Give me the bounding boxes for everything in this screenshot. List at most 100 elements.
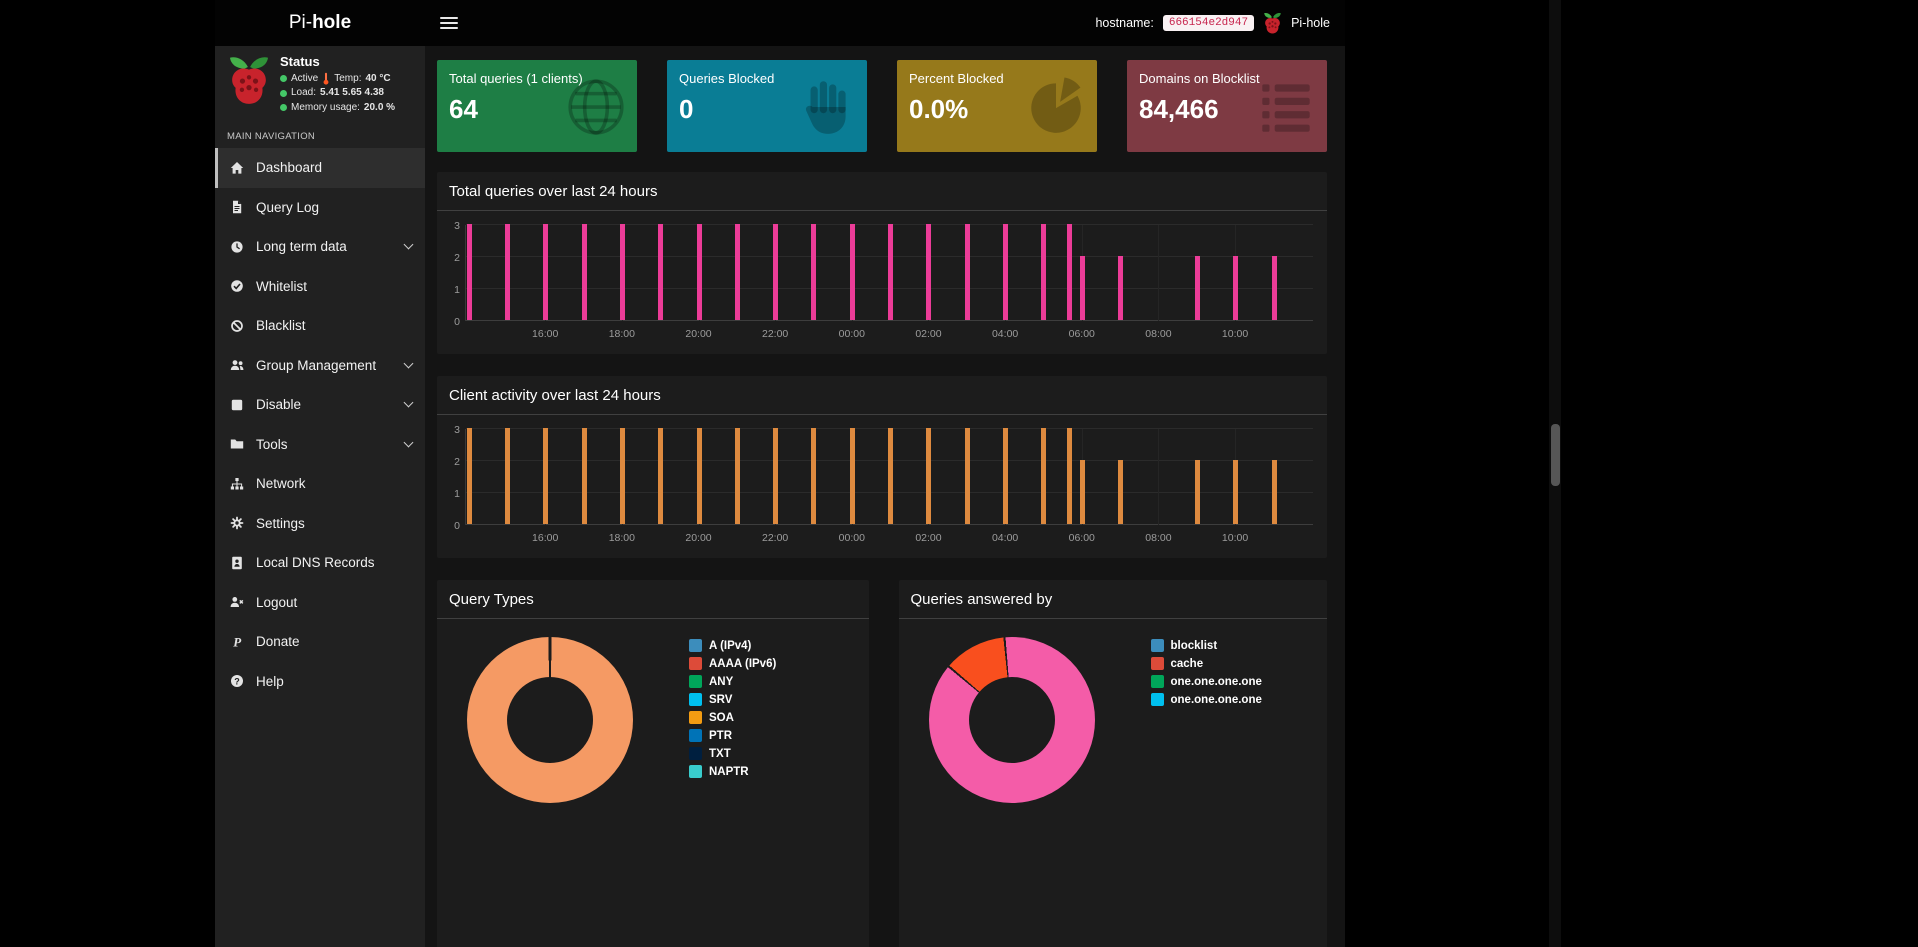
sidebar-item-label: Tools xyxy=(256,437,288,452)
users-icon xyxy=(229,358,245,372)
sidebar-toggle-icon[interactable] xyxy=(440,17,458,29)
chevron-down-icon xyxy=(404,358,414,368)
chart-bar xyxy=(735,224,740,320)
gears-icon xyxy=(229,516,245,530)
folder-icon xyxy=(229,437,245,451)
sidebar-menu: DashboardQuery LogLong term data Whitelis… xyxy=(215,148,425,701)
brand-prefix: Pi- xyxy=(289,12,312,33)
network-icon xyxy=(229,477,245,491)
sidebar-item-long-term-data[interactable]: Long term data xyxy=(215,227,425,267)
summary-card-total-queries-1-clients: Total queries (1 clients)64 xyxy=(437,60,637,152)
status-active-row: Active Temp: 40 °C xyxy=(280,72,395,87)
hostname-badge: 666154e2d947 xyxy=(1163,15,1254,31)
queries-answered-by-donut-chart[interactable] xyxy=(929,637,1095,803)
x-tick-label: 10:00 xyxy=(1222,328,1248,340)
chart-bar xyxy=(505,428,510,524)
sidebar-item-network[interactable]: Network xyxy=(215,464,425,504)
sidebar-item-logout[interactable]: Logout xyxy=(215,583,425,623)
queries-answered-by-legend: blocklist cache one.one.one.one one.one.one… xyxy=(1151,637,1262,803)
query-types-legend: A (IPv4) AAAA (IPv6) ANY SRV SOA PTR TXT NAPTR xyxy=(689,637,776,803)
scrollbar-thumb[interactable] xyxy=(1551,424,1560,486)
sidebar-item-label: Group Management xyxy=(256,358,376,373)
legend-item[interactable]: AAAA (IPv6) xyxy=(689,657,776,670)
legend-item[interactable]: NAPTR xyxy=(689,765,776,778)
brand-bold: hole xyxy=(312,12,351,33)
sidebar-item-help[interactable]: ? Help xyxy=(215,662,425,702)
book-icon xyxy=(229,556,245,570)
queries-over-time-chart[interactable]: 16:0018:0020:0022:0000:0002:0004:0006:00… xyxy=(465,225,1313,321)
legend-item[interactable]: cache xyxy=(1151,657,1262,670)
y-tick-label: 1 xyxy=(454,284,460,296)
temp-label: Temp: xyxy=(334,72,361,87)
chart-bar xyxy=(658,428,663,524)
logout-icon xyxy=(229,595,245,609)
legend-item[interactable]: one.one.one.one xyxy=(1151,693,1262,706)
sidebar-item-label: Disable xyxy=(256,397,301,412)
x-tick-label: 00:00 xyxy=(839,532,865,544)
x-tick-label: 22:00 xyxy=(762,532,788,544)
hostname-label: hostname: xyxy=(1095,16,1153,30)
status-dot-icon xyxy=(280,104,287,111)
client-activity-chart[interactable]: 16:0018:0020:0022:0000:0002:0004:0006:00… xyxy=(465,429,1313,525)
status-box: Status Active Temp: 40 °C Load: 5.41 5.6… xyxy=(215,46,425,121)
sidebar-item-disable[interactable]: Disable xyxy=(215,385,425,425)
x-tick-label: 06:00 xyxy=(1069,532,1095,544)
legend-label: TXT xyxy=(709,748,731,760)
legend-chip xyxy=(689,765,702,778)
legend-item[interactable]: PTR xyxy=(689,729,776,742)
chart-bar xyxy=(582,428,587,524)
legend-chip xyxy=(689,729,702,742)
y-axis: 0123 xyxy=(445,225,465,321)
panel-title: Total queries over last 24 hours xyxy=(437,172,1327,211)
legend-item[interactable]: SRV xyxy=(689,693,776,706)
legend-label: blocklist xyxy=(1171,640,1218,652)
sidebar-item-whitelist[interactable]: Whitelist xyxy=(215,267,425,307)
card-value: 64 xyxy=(449,94,625,125)
legend-item[interactable]: TXT xyxy=(689,747,776,760)
legend-item[interactable]: blocklist xyxy=(1151,639,1262,652)
sidebar-item-group-management[interactable]: Group Management xyxy=(215,346,425,386)
chart-bar xyxy=(467,428,472,524)
status-title: Status xyxy=(280,55,395,70)
app-window: Pi-hole hostname: 666154e2d947 Pi-hole S… xyxy=(215,0,1345,947)
chevron-down-icon xyxy=(404,240,414,250)
sidebar-item-dashboard[interactable]: Dashboard xyxy=(215,148,425,188)
legend-item[interactable]: one.one.one.one xyxy=(1151,675,1262,688)
sidebar-item-label: Whitelist xyxy=(256,279,307,294)
card-title: Percent Blocked xyxy=(909,71,1085,86)
legend-item[interactable]: ANY xyxy=(689,675,776,688)
y-tick-label: 0 xyxy=(454,520,460,532)
legend-chip xyxy=(1151,639,1164,652)
sidebar-item-settings[interactable]: Settings xyxy=(215,504,425,544)
legend-chip xyxy=(1151,657,1164,670)
sidebar-item-query-log[interactable]: Query Log xyxy=(215,188,425,228)
x-tick-label: 08:00 xyxy=(1145,328,1171,340)
legend-chip xyxy=(689,747,702,760)
x-tick-label: 04:00 xyxy=(992,328,1018,340)
x-tick-label: 18:00 xyxy=(609,328,635,340)
sidebar-item-label: Donate xyxy=(256,634,300,649)
panel-title: Query Types xyxy=(437,580,869,619)
legend-item[interactable]: SOA xyxy=(689,711,776,724)
sidebar-item-label: Settings xyxy=(256,516,305,531)
sidebar-item-donate[interactable]: PDonate xyxy=(215,622,425,662)
memory-label: Memory usage: xyxy=(291,101,360,116)
sidebar-item-label: Help xyxy=(256,674,284,689)
brand-logo[interactable]: Pi-hole xyxy=(215,12,425,34)
chart-bar xyxy=(1272,460,1277,524)
sidebar-item-blacklist[interactable]: Blacklist xyxy=(215,306,425,346)
chart-bar xyxy=(1233,256,1238,320)
raspberry-icon xyxy=(1263,12,1282,34)
sidebar-item-tools[interactable]: Tools xyxy=(215,425,425,465)
chart-bar xyxy=(926,224,931,320)
sidebar-item-label: Blacklist xyxy=(256,318,306,333)
chart-bar xyxy=(1003,428,1008,524)
legend-label: one.one.one.one xyxy=(1171,694,1262,706)
svg-text:?: ? xyxy=(234,677,240,687)
chart-bar xyxy=(1041,224,1046,320)
sidebar-item-local-dns-records[interactable]: Local DNS Records xyxy=(215,543,425,583)
legend-item[interactable]: A (IPv4) xyxy=(689,639,776,652)
x-tick-label: 08:00 xyxy=(1145,532,1171,544)
query-types-donut-chart[interactable] xyxy=(467,637,633,803)
x-tick-label: 20:00 xyxy=(685,532,711,544)
